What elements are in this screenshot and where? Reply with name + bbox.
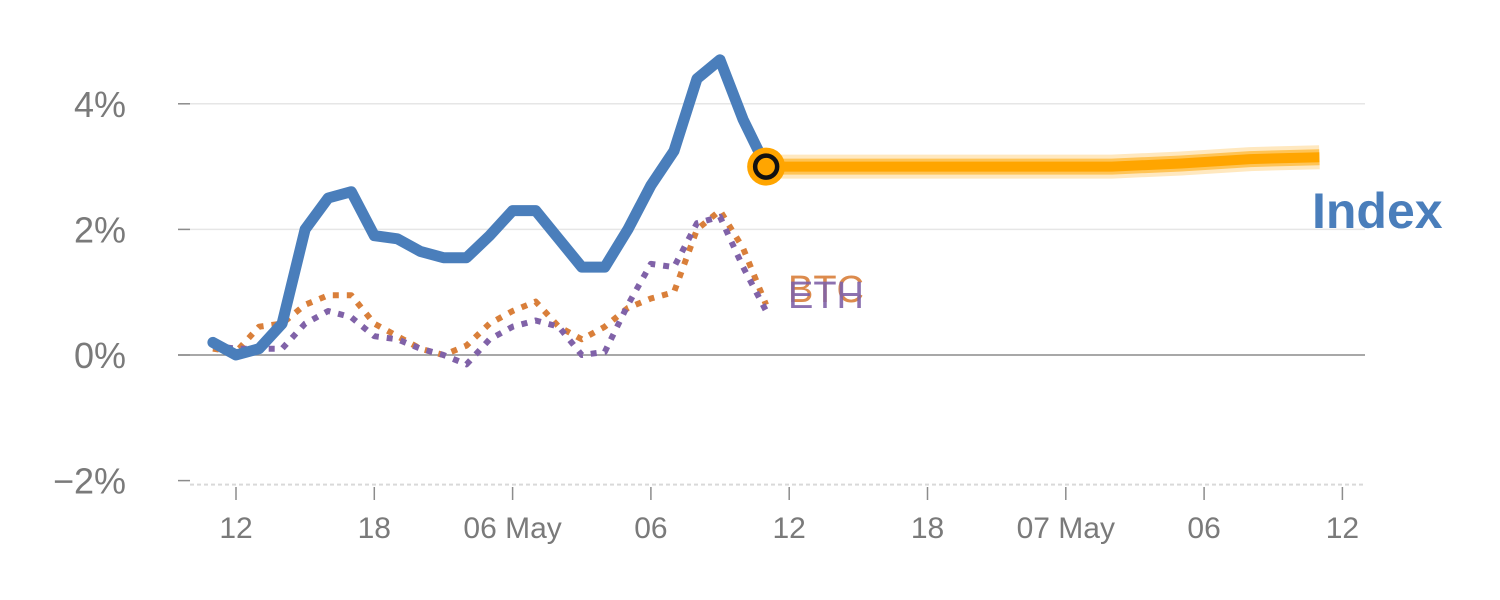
y-tick-label: 4% — [74, 84, 126, 125]
x-tick-label: 06 May — [463, 512, 561, 545]
x-tick-label: 18 — [358, 512, 391, 545]
y-tick-label: 2% — [74, 209, 126, 250]
x-tick-label: 06 — [1187, 512, 1220, 545]
label-eth: ETH — [788, 275, 864, 317]
x-tick-label: 12 — [773, 512, 806, 545]
x-tick-label: 18 — [911, 512, 944, 545]
x-tick-label: 12 — [1326, 512, 1359, 545]
axes: 4% 2% 0% −2% 12 18 06 May 06 12 18 07 May 06 12 — [53, 84, 1359, 545]
series-line-eth — [212, 213, 769, 368]
x-tick-label: 07 May — [1017, 512, 1115, 545]
series-labels: BTC ETH Index — [788, 183, 1443, 317]
x-tick-label: 06 — [634, 512, 667, 545]
x-tick-label: 12 — [219, 512, 252, 545]
y-tick-label: 0% — [74, 335, 126, 376]
marker-layer — [747, 147, 786, 186]
series-lines — [207, 54, 1320, 368]
current-value-marker — [752, 153, 780, 180]
y-tick-label: −2% — [53, 461, 126, 502]
label-index: Index — [1312, 183, 1443, 239]
label-btc: BTC — [788, 269, 864, 311]
series-line-index — [207, 54, 772, 361]
forecast-line — [766, 152, 1320, 172]
